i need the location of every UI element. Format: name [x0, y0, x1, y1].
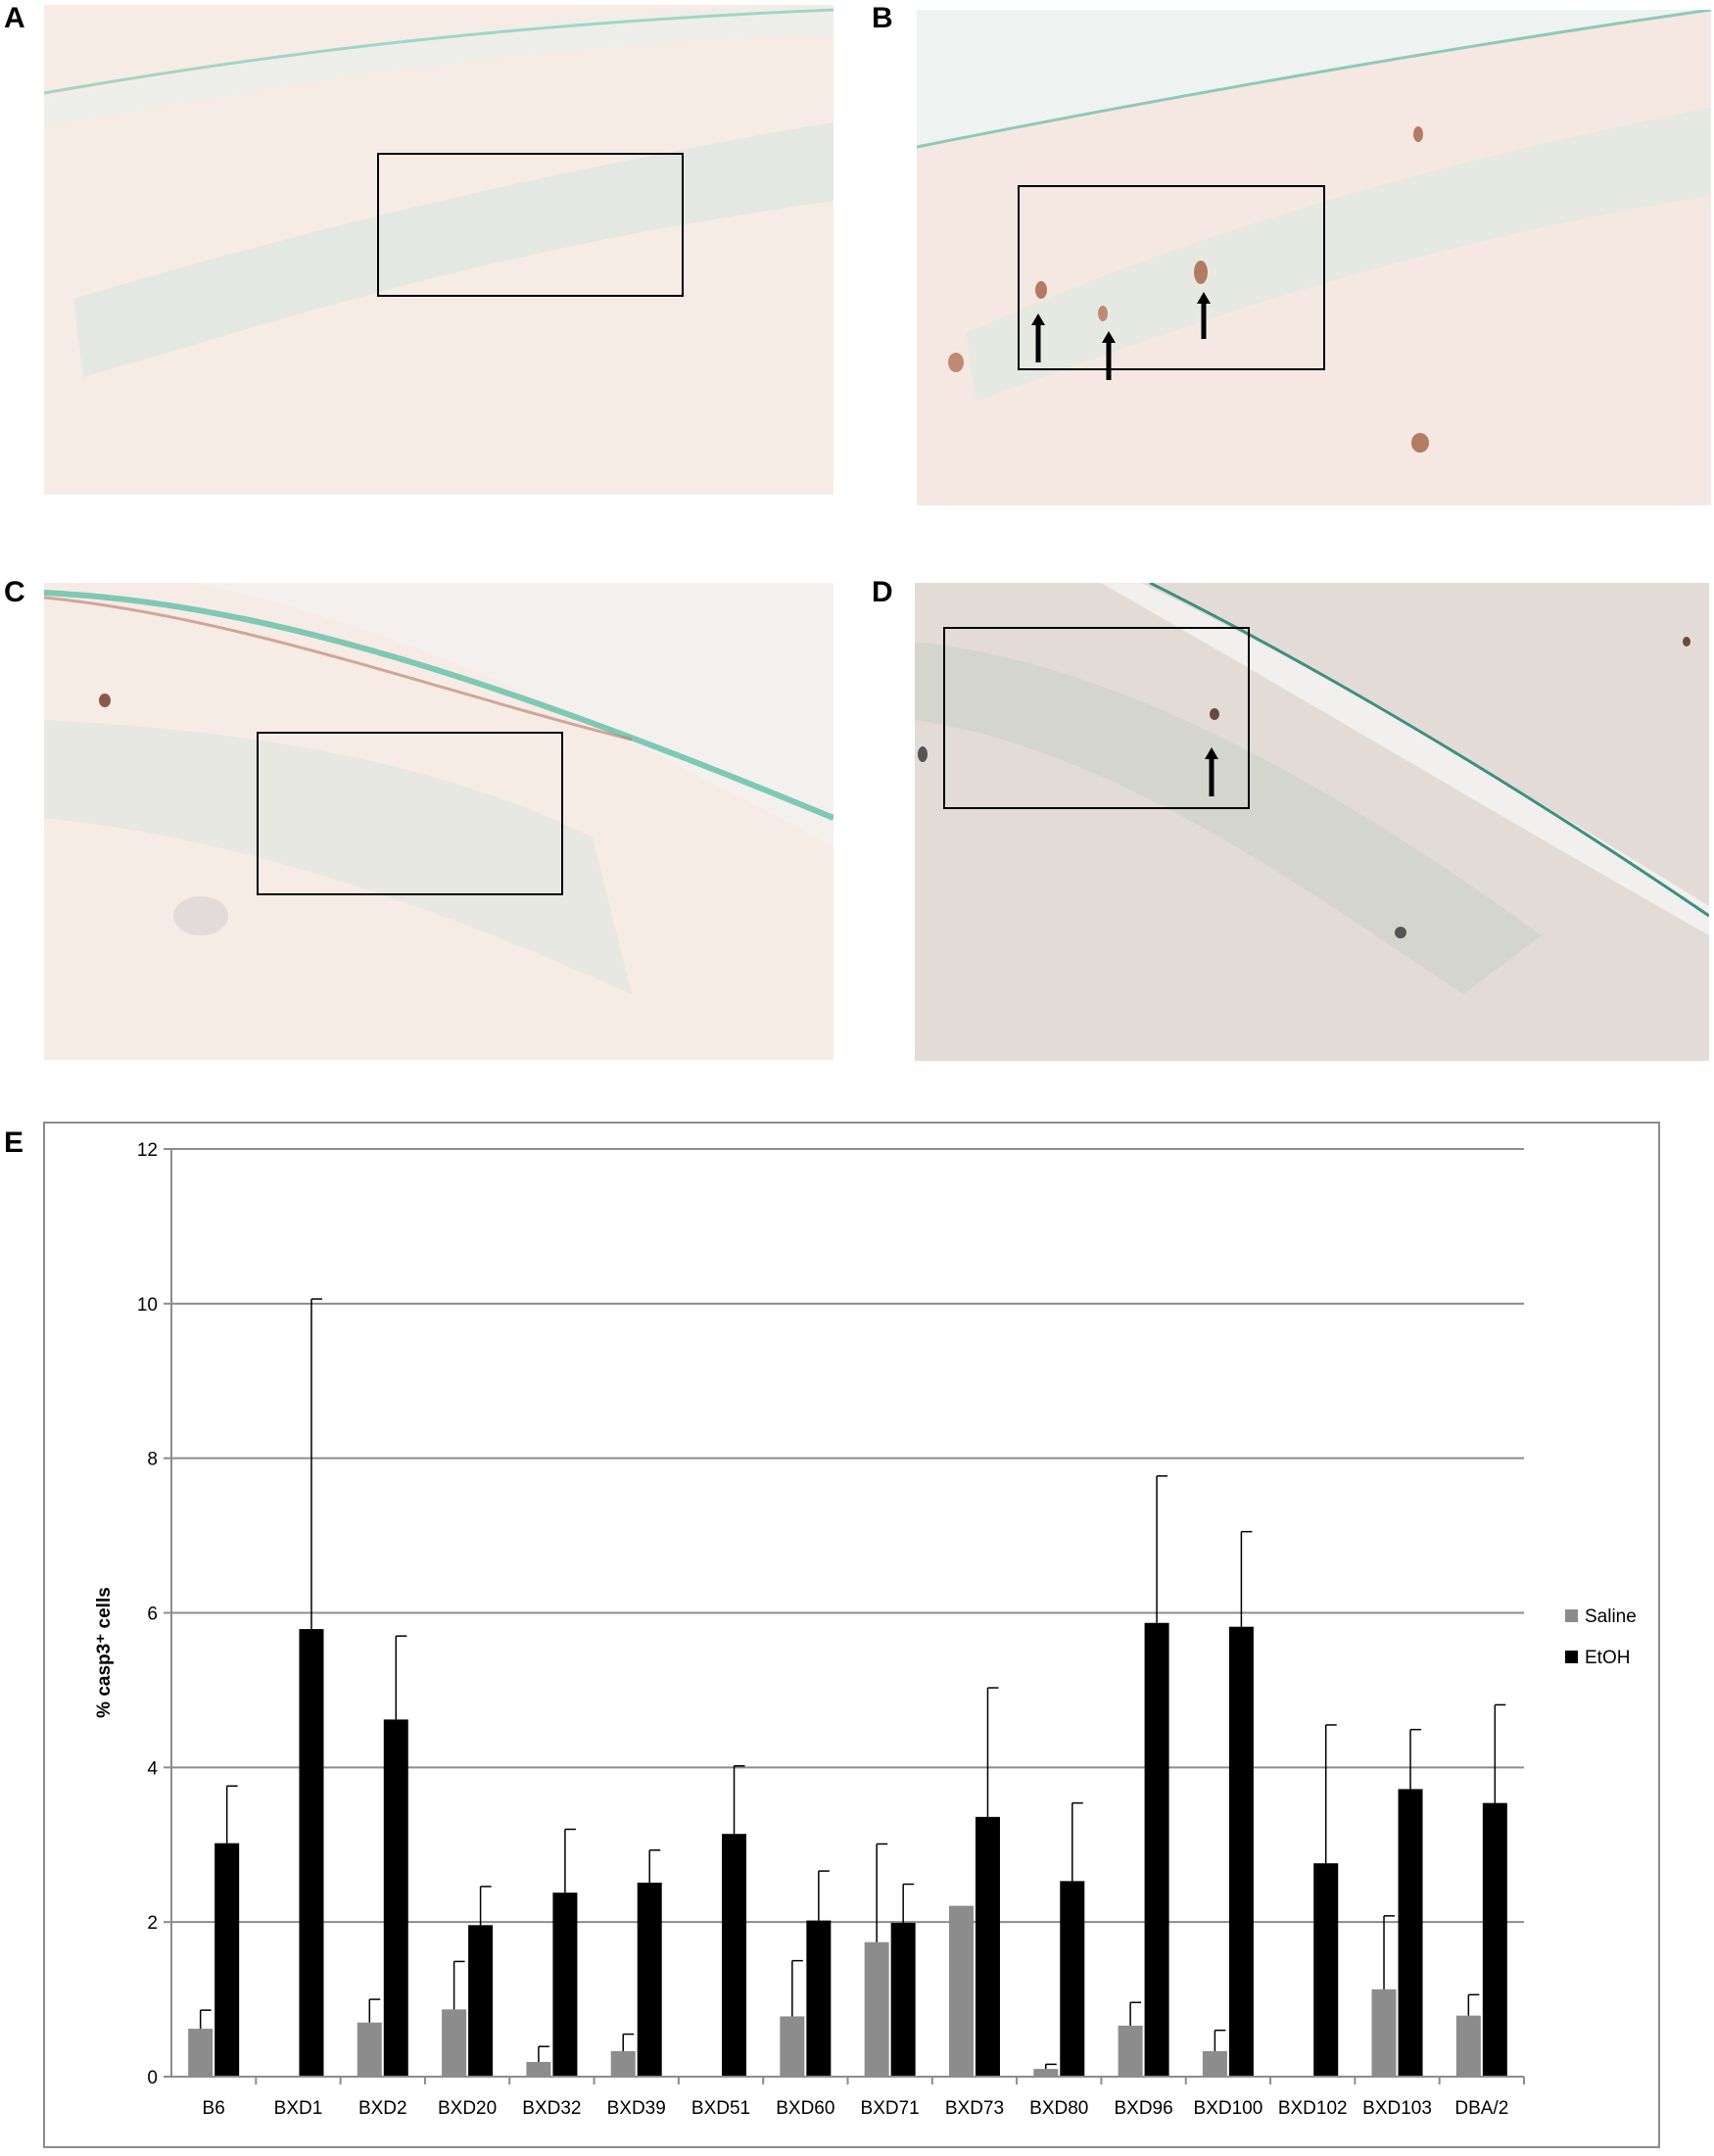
bar-saline-bxd2 — [357, 2022, 382, 2077]
legend-label-saline: Saline — [1585, 1606, 1637, 1627]
micrograph-c — [44, 583, 833, 1060]
bar-chart: 0 2 4 6 8 10 12 B6 BXD1 BXD2 BXD20 BXD32 BXD39 BXD51 B… — [94, 1140, 1637, 2119]
y-tick-label: 4 — [147, 1758, 158, 1779]
bar-saline-bxd71 — [864, 1941, 889, 2077]
y-tick-label: 2 — [147, 1913, 158, 1934]
x-tick-label: BXD103 — [1362, 2098, 1432, 2119]
bar-etoh-bxd20 — [468, 1925, 494, 2077]
bar-etoh-bxd100 — [1228, 1626, 1254, 2077]
chart-panel: 0 2 4 6 8 10 12 B6 BXD1 BXD2 BXD20 BXD32 BXD39 BXD51 B… — [43, 1122, 1660, 2148]
bar-saline-bxd20 — [442, 2009, 467, 2077]
inset-box-b — [1018, 185, 1325, 370]
bar-etoh-bxd96 — [1144, 1622, 1169, 2077]
bar-etoh-bxd32 — [552, 1892, 578, 2077]
legend-swatch-etoh — [1565, 1651, 1578, 1663]
y-axis-label: % casp3⁺ cells — [94, 1587, 115, 1718]
x-tick-label: BXD39 — [607, 2098, 666, 2119]
panel-letter-e: E — [4, 1126, 24, 1159]
bar-saline-dba2 — [1455, 2015, 1481, 2077]
bar-saline-bxd100 — [1202, 2050, 1227, 2077]
bar-saline-bxd32 — [526, 2062, 551, 2077]
x-tick-label: BXD2 — [358, 2098, 407, 2119]
y-tick-label: 6 — [147, 1605, 158, 1625]
x-tick-label: BXD100 — [1194, 2098, 1263, 2119]
panel-letter-c: C — [4, 576, 25, 608]
bar-etoh-b6 — [214, 1843, 240, 2077]
bar-saline-bxd103 — [1371, 1988, 1397, 2077]
arrow-icon — [1205, 747, 1218, 796]
inset-box-c — [257, 732, 563, 895]
bar-saline-b6 — [188, 2029, 214, 2077]
micrograph-a — [44, 5, 833, 495]
x-tick-label: BXD1 — [274, 2098, 323, 2119]
x-tick-label: BXD102 — [1278, 2098, 1348, 2119]
x-tick-label: BXD73 — [945, 2098, 1004, 2119]
inset-box-d — [943, 627, 1250, 809]
arrow-icon — [1197, 292, 1211, 339]
bar-etoh-bxd1 — [299, 1629, 324, 2077]
bar-etoh-bxd102 — [1313, 1863, 1339, 2077]
x-tick-label: BXD32 — [522, 2098, 581, 2119]
panel-letter-d: D — [872, 576, 893, 608]
x-tick-label: BXD60 — [776, 2098, 834, 2119]
x-tick-label: BXD20 — [438, 2098, 497, 2119]
x-tick-label: BXD71 — [861, 2098, 920, 2119]
y-tick-label: 10 — [137, 1295, 158, 1316]
bar-etoh-bxd73 — [975, 1816, 1000, 2077]
x-tick-label: BXD80 — [1029, 2098, 1088, 2119]
x-tick-label: BXD51 — [691, 2098, 750, 2119]
y-tick-label: 8 — [147, 1450, 158, 1470]
bar-etoh-bxd60 — [806, 1920, 832, 2077]
bar-etoh-bxd80 — [1060, 1881, 1085, 2077]
x-tick-label: BXD96 — [1114, 2098, 1172, 2119]
bar-etoh-bxd71 — [890, 1922, 916, 2077]
inset-box-a — [377, 153, 684, 297]
legend: Saline EtOH — [1565, 1606, 1637, 1668]
bar-saline-bxd60 — [780, 2016, 805, 2077]
bar-saline-bxd96 — [1118, 2025, 1143, 2077]
panel-letter-b: B — [872, 2, 893, 34]
bar-etoh-bxd103 — [1398, 1789, 1423, 2077]
arrow-icon — [1031, 313, 1045, 362]
bar-saline-bxd73 — [948, 1905, 974, 2077]
y-tick-label: 12 — [137, 1140, 158, 1161]
bar-etoh-dba2 — [1482, 1802, 1507, 2077]
bar-saline-bxd80 — [1033, 2069, 1059, 2077]
y-tick-label: 0 — [147, 2068, 158, 2088]
bar-etoh-bxd51 — [722, 1834, 747, 2077]
micrograph-d — [915, 583, 1709, 1061]
x-tick-label: B6 — [203, 2098, 225, 2119]
legend-swatch-saline — [1565, 1609, 1578, 1622]
x-tick-label: DBA/2 — [1454, 2098, 1508, 2119]
legend-label-etoh: EtOH — [1585, 1648, 1630, 1668]
bar-saline-bxd39 — [610, 2050, 636, 2077]
panel-letter-a: A — [4, 2, 25, 34]
arrow-icon — [1102, 331, 1116, 380]
micrograph-b — [917, 10, 1711, 505]
bar-etoh-bxd39 — [637, 1882, 662, 2077]
bar-etoh-bxd2 — [383, 1719, 408, 2077]
